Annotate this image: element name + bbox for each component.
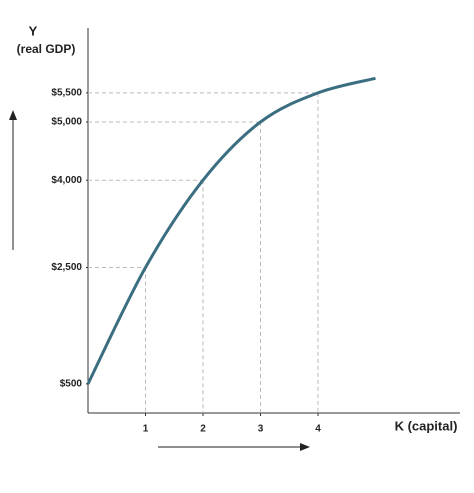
curve: [86, 76, 376, 385]
y-tick-label: $5,500: [51, 88, 82, 99]
x-tick-label: 1: [143, 424, 149, 435]
y-tick-label: $500: [60, 379, 83, 390]
y-arrow: [9, 110, 17, 250]
x-tick-label: 3: [258, 424, 264, 435]
y-tick-label: $4,000: [51, 175, 82, 186]
y-axis-label: Y: [29, 23, 38, 38]
y-axis-sublabel: (real GDP): [17, 42, 76, 56]
y-tick-label: $2,500: [51, 262, 82, 273]
x-arrow: [158, 443, 310, 451]
y-tick-label: $5,000: [51, 117, 82, 128]
x-tick-label: 2: [200, 424, 206, 435]
x-tick-label: 4: [315, 424, 321, 435]
x-axis-label: K (capital): [395, 418, 458, 433]
